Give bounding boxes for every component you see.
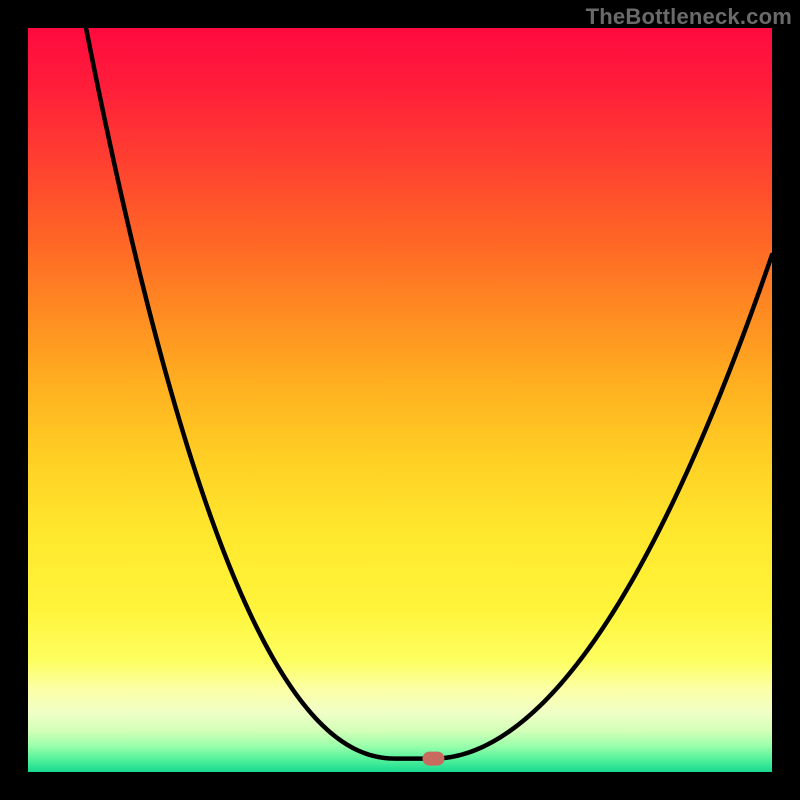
watermark-text: TheBottleneck.com [586, 4, 792, 30]
chart-stage: TheBottleneck.com [0, 0, 800, 800]
plot-gradient-background [28, 28, 772, 772]
chart-svg [0, 0, 800, 800]
minimum-marker [422, 752, 444, 766]
